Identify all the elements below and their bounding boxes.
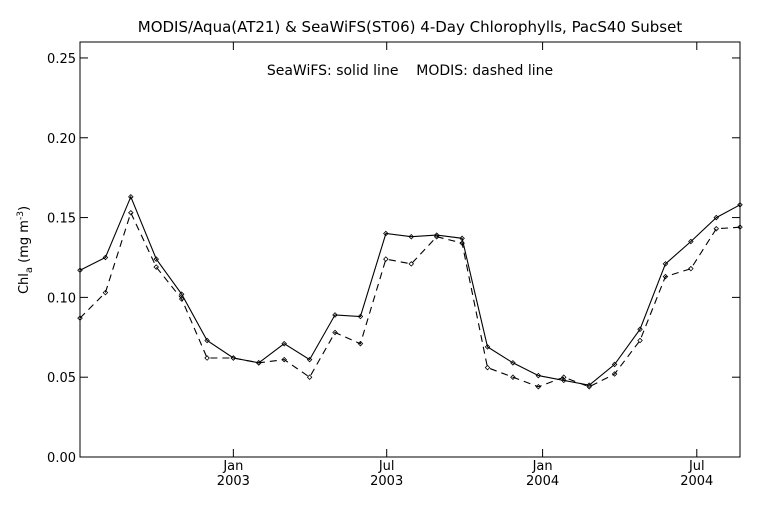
plot-frame [79,41,741,458]
data-point [77,267,83,274]
data-point [586,384,592,390]
y-axis-label-main: Chl [17,273,32,294]
data-point [737,224,743,230]
x-tick-label-month: Jul [688,459,705,474]
data-point [535,372,542,379]
data-point [256,360,262,366]
y-tick-label: 0.05 [47,371,76,386]
data-point [128,194,134,200]
data-point [561,374,567,380]
data-point [484,364,491,371]
data-point [230,355,237,361]
chart-title: MODIS/Aqua(AT21) & SeaWiFS(ST06) 4-Day C… [138,18,683,36]
data-point [611,361,618,368]
data-point [433,232,440,238]
y-axis-label: Chla (mg m-3) [16,206,35,294]
data-point [688,265,694,272]
data-point [102,289,109,296]
y-axis-label-subscript: a [24,267,35,273]
data-point [510,360,516,366]
data-point [662,261,669,267]
x-tick-label-year: 2004 [526,474,559,489]
data-point [408,233,415,240]
data-point [484,344,491,350]
data-point [204,355,210,361]
x-tick-label-year: 2003 [370,474,403,489]
y-axis: 0.00 0.05 0.10 0.15 0.20 0.25 [47,52,740,466]
data-point [611,371,618,377]
series-line-dashed [79,211,741,388]
x-tick-label-month: Jan [222,459,243,474]
data-point [688,238,694,245]
x-tick-label-year: 2003 [217,474,250,489]
y-tick-label: 0.10 [47,291,76,306]
x-tick-label-month: Jul [378,459,395,474]
y-axis-label-close: ) [17,206,32,211]
series-group [77,194,743,390]
data-point [737,202,743,208]
series-line-solid [79,195,741,386]
data-point [281,356,287,363]
data-point [383,256,389,262]
data-point [178,296,185,302]
data-point [128,210,134,216]
series-legend-note: SeaWiFS: solid line MODIS: dashed line [267,63,553,79]
data-point [459,240,465,246]
data-point [433,233,440,240]
data-point [662,273,669,280]
y-axis-label-unit: (mg m [17,220,32,267]
data-point [332,312,338,318]
data-point [637,337,643,344]
data-point [561,377,567,384]
data-point [153,264,160,270]
data-point [408,261,415,267]
data-point [332,329,338,336]
data-point [510,374,516,380]
data-point [204,337,210,344]
x-tick-label-month: Jan [532,459,553,474]
data-point [713,214,720,221]
data-point [77,315,83,321]
data-point [586,382,592,388]
data-point [383,230,389,237]
x-tick-label-year: 2004 [680,474,713,489]
y-axis-label-superscript: -3 [16,211,26,220]
y-tick-label: 0.00 [47,451,76,466]
data-point [357,340,364,347]
y-tick-label: 0.25 [47,52,76,67]
data-point [535,384,542,390]
data-point [357,313,364,320]
data-point [153,256,160,262]
y-tick-label: 0.15 [47,212,76,227]
data-point [637,326,643,333]
data-point [306,374,313,380]
data-point [306,356,313,363]
data-point [281,340,287,347]
data-point [713,225,720,232]
data-point [102,254,109,261]
y-tick-label: 0.20 [47,132,76,147]
